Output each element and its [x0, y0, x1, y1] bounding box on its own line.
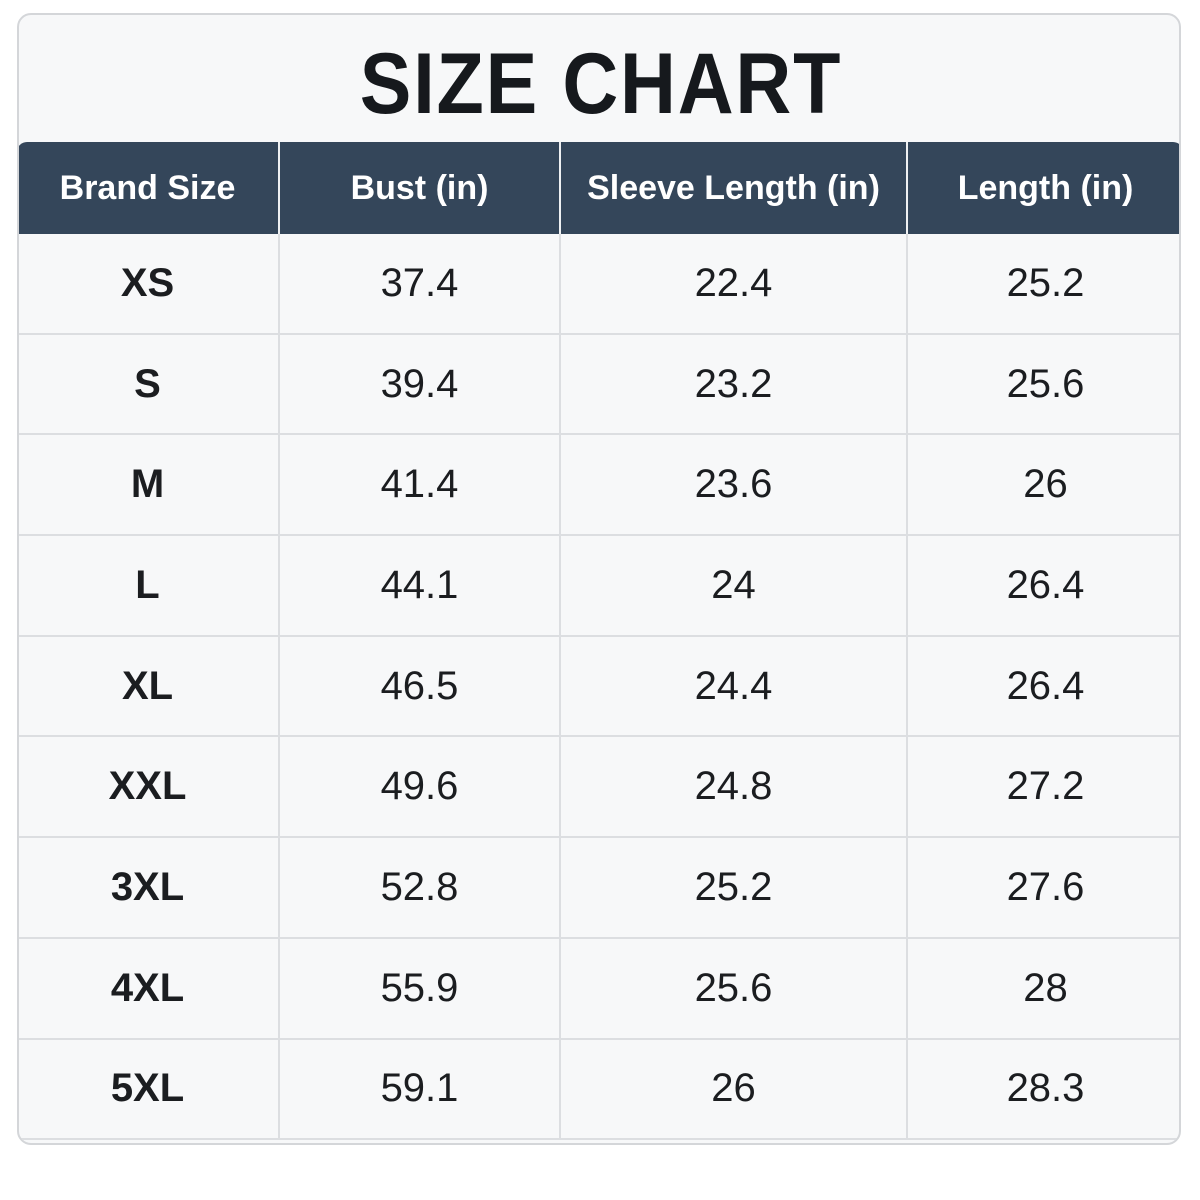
measurement: 25.6	[1006, 361, 1085, 406]
size-label: XS	[19, 234, 280, 333]
measurement: 23.6	[561, 435, 908, 535]
table-row: XXL 49.6 24.8 27.2	[19, 737, 1179, 839]
size-label: 4XL	[19, 938, 280, 1038]
column-header: Sleeve Length (in)	[561, 142, 908, 234]
measurement: 28	[1023, 965, 1068, 1010]
measurement: 37.4	[280, 234, 561, 333]
measurement: 28.3	[1006, 1066, 1085, 1111]
measurement: 24.8	[561, 737, 908, 837]
measurement: 26	[1023, 462, 1068, 507]
measurement: 24.4	[561, 636, 908, 736]
size-label: L	[19, 536, 280, 635]
table-row: XL 46.5 24.4 26.4	[19, 636, 1179, 738]
table-row: 5XL 59.1 26 28.3	[19, 1039, 1179, 1141]
measurement: 27.6	[1006, 864, 1085, 909]
table-row: M 41.4 23.6 26	[19, 435, 1179, 537]
measurement: 44.1	[280, 536, 561, 635]
title: SIZE CHART	[359, 36, 843, 132]
measurement: 52.8	[280, 838, 561, 937]
measurement: 27.2	[1006, 764, 1085, 809]
table-row: 4XL 55.9 25.6 28	[19, 938, 1179, 1040]
size-label: M	[19, 435, 280, 535]
measurement: 59.1	[280, 1039, 561, 1139]
measurement: 26	[561, 1039, 908, 1139]
table-row: S 39.4 23.2 25.6	[19, 334, 1179, 436]
measurement: 41.4	[280, 435, 561, 535]
measurement: 22.4	[561, 234, 908, 333]
size-table: Brand Size Bust (in) Sleeve Length (in) Len…	[19, 142, 1179, 1141]
measurement: 23.2	[561, 334, 908, 434]
column-header: Brand Size	[19, 142, 280, 234]
measurement: 25.2	[561, 838, 908, 937]
size-label: XXL	[19, 737, 280, 837]
column-header: Bust (in)	[280, 142, 561, 234]
measurement: 26.4	[1006, 663, 1085, 708]
measurement: 46.5	[280, 636, 561, 736]
size-label: 3XL	[19, 838, 280, 937]
measurement: 39.4	[280, 334, 561, 434]
measurement: 25.6	[561, 938, 908, 1038]
measurement: 24	[561, 536, 908, 635]
measurement: 55.9	[280, 938, 561, 1038]
size-chart-card: SIZE CHART Brand Size Bust (in) Sleeve Len…	[17, 13, 1181, 1145]
size-label: 5XL	[19, 1039, 280, 1139]
measurement: 49.6	[280, 737, 561, 837]
column-header: Length (in)	[957, 168, 1134, 207]
table-row: 3XL 52.8 25.2 27.6	[19, 838, 1179, 939]
measurement: 25.2	[1006, 260, 1085, 305]
table-row: L 44.1 24 26.4	[19, 536, 1179, 637]
header-row: Brand Size Bust (in) Sleeve Length (in) Len…	[19, 142, 1179, 234]
size-label: XL	[19, 636, 280, 736]
measurement: 26.4	[1006, 562, 1085, 607]
size-label: S	[19, 334, 280, 434]
table-row: XS 37.4 22.4 25.2	[19, 234, 1179, 335]
